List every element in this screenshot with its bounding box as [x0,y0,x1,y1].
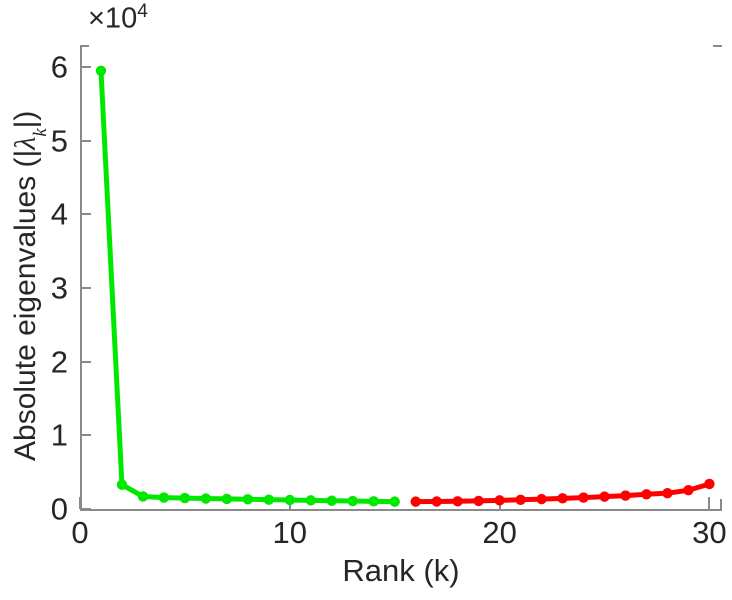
data-point-marker [326,495,337,506]
y-tick-mark [82,213,91,216]
y-tick-mark [82,139,91,142]
data-point-marker [536,493,547,505]
y-axis-title: Absolute eigenvalues (|λk|) [9,36,51,536]
axis-corner-stub-top-left [80,45,89,47]
data-point-marker [641,489,652,500]
data-point-marker [284,494,295,506]
data-point-marker [704,478,715,490]
y-axis-multiplier-exponent: 4 [137,1,148,22]
data-point-marker [557,493,568,504]
data-point-marker [452,496,463,507]
y-tick-label: 6 [50,49,68,85]
y-tick-label: 5 [50,123,68,159]
data-point-marker [305,495,316,506]
x-tick-label: 20 [482,515,517,550]
data-point-marker [515,494,526,505]
y-axis-multiplier-label: ×104 [88,2,148,34]
y-tick-mark [82,434,91,437]
data-point-marker [578,492,589,503]
data-point-marker [179,492,191,504]
x-axis-line [80,509,722,511]
data-point-marker [431,496,442,507]
data-point-marker [473,495,484,507]
series-line [98,68,398,505]
data-point-marker [599,491,610,502]
x-axis-title: Rank (k) [342,553,460,588]
series-discarded-eigenvalues [410,478,715,507]
data-point-marker [683,485,694,496]
y-tick-label: 2 [50,344,68,380]
y-tick-label: 0 [50,491,68,527]
y-axis-title-suffix: |) [9,110,43,129]
plot-area: 0 1 2 3 4 5 6 0 10 20 30 [51,45,727,548]
y-tick-label: 1 [50,417,68,453]
data-point-marker [620,490,631,501]
data-point-marker [221,493,233,505]
y-tick-mark [82,508,91,510]
axis-corner-stub-top-right [713,45,722,47]
x-tick-mark [79,497,81,509]
x-tick-label: 0 [71,515,89,550]
x-tick-label: 10 [272,515,308,550]
x-tick-mark [708,497,711,509]
y-axis-title-prefix: Absolute eigenvalues (| [9,149,43,461]
x-tick-label: 30 [692,515,727,550]
y-axis-multiplier-base: ×10 [88,2,138,35]
data-point-marker [137,491,149,502]
y-tick-mark [82,287,91,290]
data-point-marker [95,65,107,76]
y-tick-label: 3 [50,270,68,306]
data-point-marker [368,496,379,507]
y-tick-mark [82,360,91,363]
data-point-marker [158,492,170,503]
data-point-marker [200,493,212,504]
data-point-marker [242,494,254,505]
series-retained-eigenvalues [95,65,400,507]
data-point-marker [116,479,128,490]
lambda-symbol: λ [9,136,43,150]
data-point-marker [662,487,673,499]
axis-corner-stub-right-bottom [720,499,722,511]
data-point-marker [347,495,358,507]
data-series-layer [95,65,715,507]
data-point-marker [410,496,421,507]
y-tick-label: 4 [50,196,68,232]
data-point-marker [389,496,400,507]
data-point-marker [263,494,275,505]
data-point-marker [494,495,505,506]
lambda-subscript: k [30,128,52,137]
y-tick-mark [82,66,91,69]
y-axis-line [80,45,82,511]
